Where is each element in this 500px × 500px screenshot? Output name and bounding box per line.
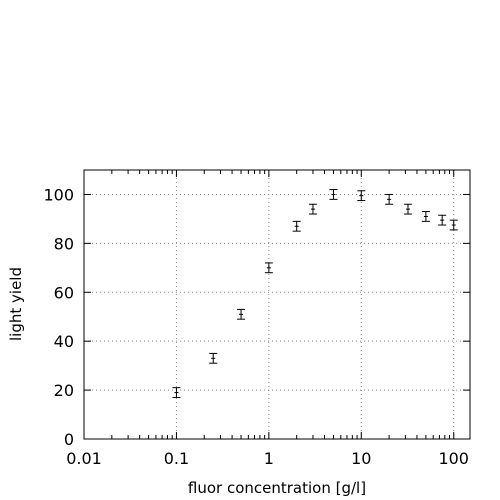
data-point (449, 219, 458, 231)
plot-frame (83, 169, 471, 440)
x-tick-label: 100 (438, 449, 469, 468)
data-point (357, 190, 366, 202)
y-tick-label: 100 (43, 185, 74, 204)
data-point (385, 193, 394, 205)
data-point (292, 220, 301, 232)
data-point (264, 262, 273, 274)
x-axis-label: fluor concentration [g/l] (188, 479, 366, 497)
data-point (308, 203, 317, 215)
y-tick-label: 60 (54, 283, 74, 302)
data-point (329, 189, 338, 200)
data-point (172, 387, 181, 398)
x-tick-label: 0.1 (164, 449, 189, 468)
grid (84, 170, 470, 439)
y-tick-label: 80 (54, 234, 74, 253)
tick-labels: 0 20 40 60 80 100 0.01 0.1 1 10 100 (43, 185, 469, 468)
y-axis-label: light yield (7, 267, 25, 341)
data-points (172, 189, 458, 398)
data-point (237, 308, 246, 320)
x-tick-label: 1 (264, 449, 274, 468)
data-point (403, 203, 412, 215)
y-tick-label: 20 (54, 381, 74, 400)
x-tick-label: 10 (351, 449, 371, 468)
axis-ticks (83, 170, 470, 440)
data-point (209, 352, 218, 364)
data-point (438, 214, 447, 226)
y-tick-label: 0 (64, 430, 74, 449)
y-tick-label: 40 (54, 332, 74, 351)
x-tick-label: 0.01 (66, 449, 102, 468)
data-point (421, 211, 430, 222)
